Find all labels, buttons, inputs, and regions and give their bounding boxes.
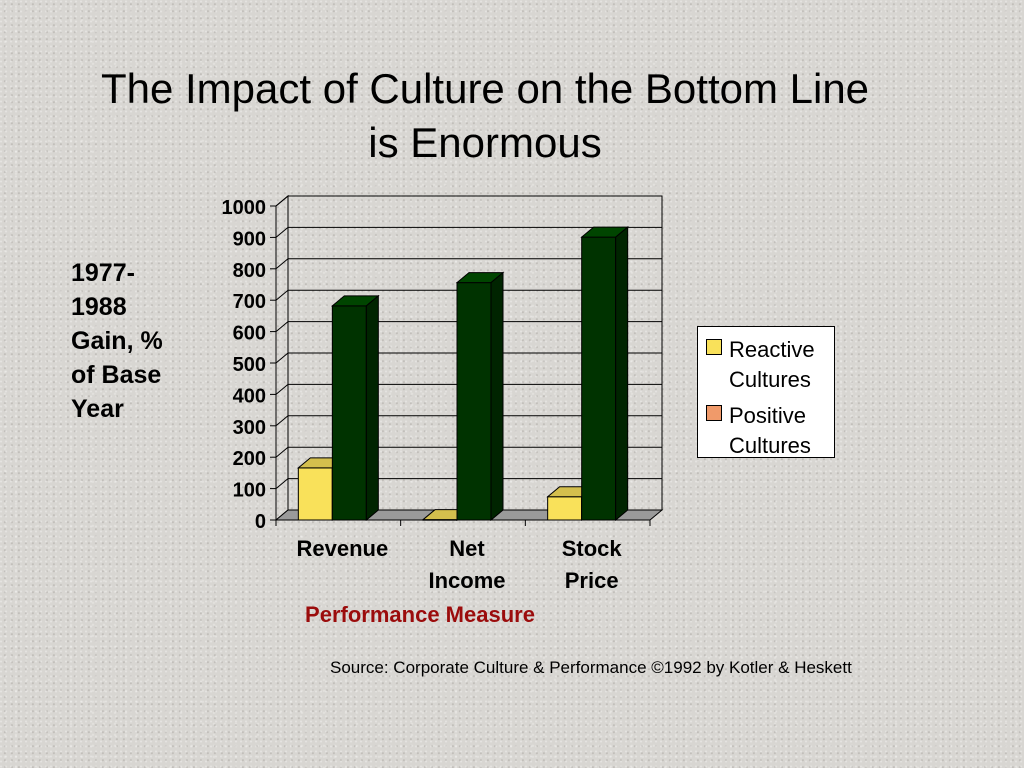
gridline-side	[275, 384, 289, 395]
gridline-side	[275, 415, 289, 427]
source-citation: Source: Corporate Culture & Performance …	[330, 658, 852, 677]
bar-1-side	[490, 271, 504, 522]
y-axis-label: 1977- 1988 Gain, % of Base Year	[71, 256, 191, 426]
y-tick-label: 700	[233, 291, 266, 313]
x-tick-label: Net Income	[428, 536, 506, 593]
bar-1-side	[615, 226, 629, 522]
y-tick-label: 100	[233, 480, 266, 502]
chart-legend: Reactive Cultures Positive Cultures	[697, 326, 835, 458]
legend-item-reactive: Reactive Cultures	[706, 335, 834, 395]
x-tick-label: Stock Price	[561, 536, 622, 593]
legend-swatch-reactive	[706, 339, 722, 355]
bar-1-front	[331, 305, 367, 521]
gridline-side	[275, 446, 289, 458]
gridline-side	[275, 289, 289, 301]
y-tick-label: 300	[233, 417, 266, 439]
bar-1-front	[581, 236, 617, 521]
y-tick-label: 1000	[222, 197, 267, 219]
legend-label-positive: Positive Cultures	[729, 403, 811, 458]
y-tick-label: 200	[233, 448, 266, 470]
slide-title: The Impact of Culture on the Bottom Line…	[100, 65, 870, 166]
y-axis-label-text: 1977- 1988 Gain, % of Base Year	[71, 259, 163, 423]
x-tick-label: Revenue	[296, 536, 389, 561]
gridline-side	[275, 321, 289, 332]
y-tick-label: 800	[233, 260, 266, 282]
bar-0-front	[297, 467, 333, 521]
gridline-side	[275, 478, 289, 489]
y-tick-label: 500	[233, 354, 266, 376]
y-tick-label: 600	[233, 323, 266, 345]
bar-0-front	[547, 496, 583, 521]
legend-swatch-positive	[706, 405, 722, 421]
legend-label-reactive: Reactive Cultures	[729, 337, 815, 392]
gridline-side	[275, 195, 289, 207]
bar-1-side	[365, 294, 379, 522]
gridline-side	[275, 227, 289, 238]
y-tick-label: 900	[233, 228, 266, 250]
legend-item-positive: Positive Cultures	[706, 401, 834, 461]
y-tick-label: 400	[233, 385, 266, 407]
gridline-side	[275, 258, 289, 270]
x-axis-title: Performance Measure	[305, 602, 535, 627]
gridline-side	[275, 352, 289, 364]
bar-1-front	[456, 282, 492, 521]
y-tick-label: 0	[255, 511, 266, 533]
